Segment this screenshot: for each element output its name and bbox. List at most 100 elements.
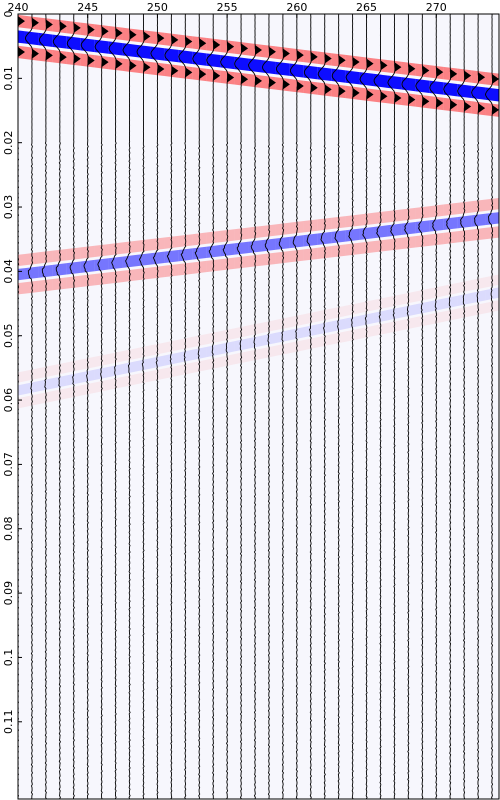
- peak-fill: [408, 63, 416, 74]
- y-tick-label: 0.05: [2, 323, 15, 348]
- heat-cell: [303, 65, 318, 80]
- heat-cell: [248, 254, 262, 268]
- heat-cell: [429, 298, 444, 312]
- peak-fill: [157, 33, 165, 44]
- heat-cell: [178, 349, 193, 363]
- peak-fill: [338, 86, 346, 97]
- heat-cell: [52, 375, 67, 389]
- heat-cell: [415, 78, 430, 93]
- peak-fill: [143, 31, 151, 42]
- heat-cell: [429, 80, 444, 95]
- peak-fill: [18, 16, 25, 27]
- peak-fill: [87, 24, 95, 35]
- trace-258: [262, 14, 271, 799]
- peak-fill: [31, 17, 39, 28]
- heat-cell: [248, 240, 262, 254]
- peak-fill: [199, 69, 207, 80]
- heat-cell: [373, 58, 388, 73]
- x-tick-label: 260: [286, 1, 307, 14]
- peak-fill: [366, 58, 374, 69]
- heat-cell: [387, 75, 402, 90]
- peak-fill: [268, 46, 276, 57]
- peak-fill: [310, 82, 318, 93]
- heat-cell: [192, 260, 207, 274]
- peak-fill: [101, 57, 109, 68]
- heat-cell: [136, 253, 151, 267]
- heat-cell: [52, 34, 67, 49]
- peak-fill: [45, 50, 53, 61]
- heat-cell: [373, 310, 388, 324]
- peak-fill: [31, 48, 39, 59]
- trace-246: [94, 14, 104, 799]
- heat-cell: [359, 312, 374, 327]
- heat-cell: [18, 282, 25, 295]
- heat-cell: [108, 41, 123, 56]
- heat-cell: [457, 215, 472, 229]
- heat-cell: [261, 238, 276, 252]
- heat-cell: [192, 246, 207, 260]
- peak-fill: [464, 70, 472, 81]
- peak-fill: [213, 39, 221, 50]
- heat-cell: [387, 223, 402, 237]
- heat-cell: [317, 231, 332, 245]
- peak-fill: [282, 79, 290, 90]
- peak-fill: [324, 84, 332, 95]
- trace-262: [317, 14, 326, 799]
- heat-cell: [275, 329, 290, 344]
- wiggle-traces: [18, 14, 499, 799]
- peak-fill: [450, 68, 458, 79]
- heat-cell: [192, 51, 207, 66]
- trace-254: [206, 14, 215, 799]
- peak-fill: [171, 65, 179, 76]
- heat-cell: [24, 381, 39, 395]
- heat-cell: [234, 56, 249, 71]
- y-tick-label: 0.03: [2, 195, 15, 220]
- heat-cell: [220, 257, 235, 271]
- peak-fill: [436, 98, 444, 109]
- peak-fill: [18, 46, 25, 57]
- x-tick-label: 240: [8, 1, 29, 14]
- heat-cell: [345, 70, 360, 85]
- heat-cell: [248, 335, 262, 349]
- x-tick-label: 265: [356, 1, 377, 14]
- heat-cell: [38, 32, 53, 47]
- heat-cell: [66, 36, 81, 51]
- heat-cell: [18, 30, 25, 44]
- trace-251: [164, 14, 173, 799]
- y-tick-label: 0.08: [2, 517, 15, 542]
- heat-cell: [18, 253, 25, 267]
- peak-fill: [129, 29, 137, 40]
- heat-cell: [471, 290, 486, 304]
- heat-cell: [206, 245, 221, 259]
- heat-cell: [261, 60, 276, 75]
- heat-cell: [289, 327, 304, 341]
- trace-267: [387, 14, 396, 799]
- peak-fill: [129, 60, 137, 71]
- heat-cell: [234, 255, 249, 269]
- peak-fill: [87, 55, 95, 66]
- trace-250: [150, 14, 159, 799]
- heat-cell: [122, 254, 137, 268]
- peak-fill: [73, 53, 81, 64]
- trace-265: [359, 14, 368, 799]
- heat-cell: [443, 217, 458, 231]
- heat-cell: [234, 241, 249, 255]
- peak-fill: [394, 92, 402, 103]
- x-tick-label: 245: [77, 1, 98, 14]
- heat-cell: [317, 321, 332, 335]
- heat-cell: [206, 259, 221, 273]
- peak-fill: [478, 72, 486, 83]
- heat-cell: [443, 82, 458, 97]
- heat-cell: [38, 378, 53, 392]
- peak-fill: [59, 52, 67, 63]
- heat-cell: [108, 256, 123, 270]
- heat-cell: [261, 332, 276, 346]
- trace-266: [373, 14, 382, 799]
- trace-269: [415, 14, 424, 799]
- heat-cell: [303, 247, 318, 261]
- y-tick-label: 0.04: [2, 259, 15, 284]
- heat-cell: [164, 48, 179, 63]
- peak-fill: [213, 70, 221, 81]
